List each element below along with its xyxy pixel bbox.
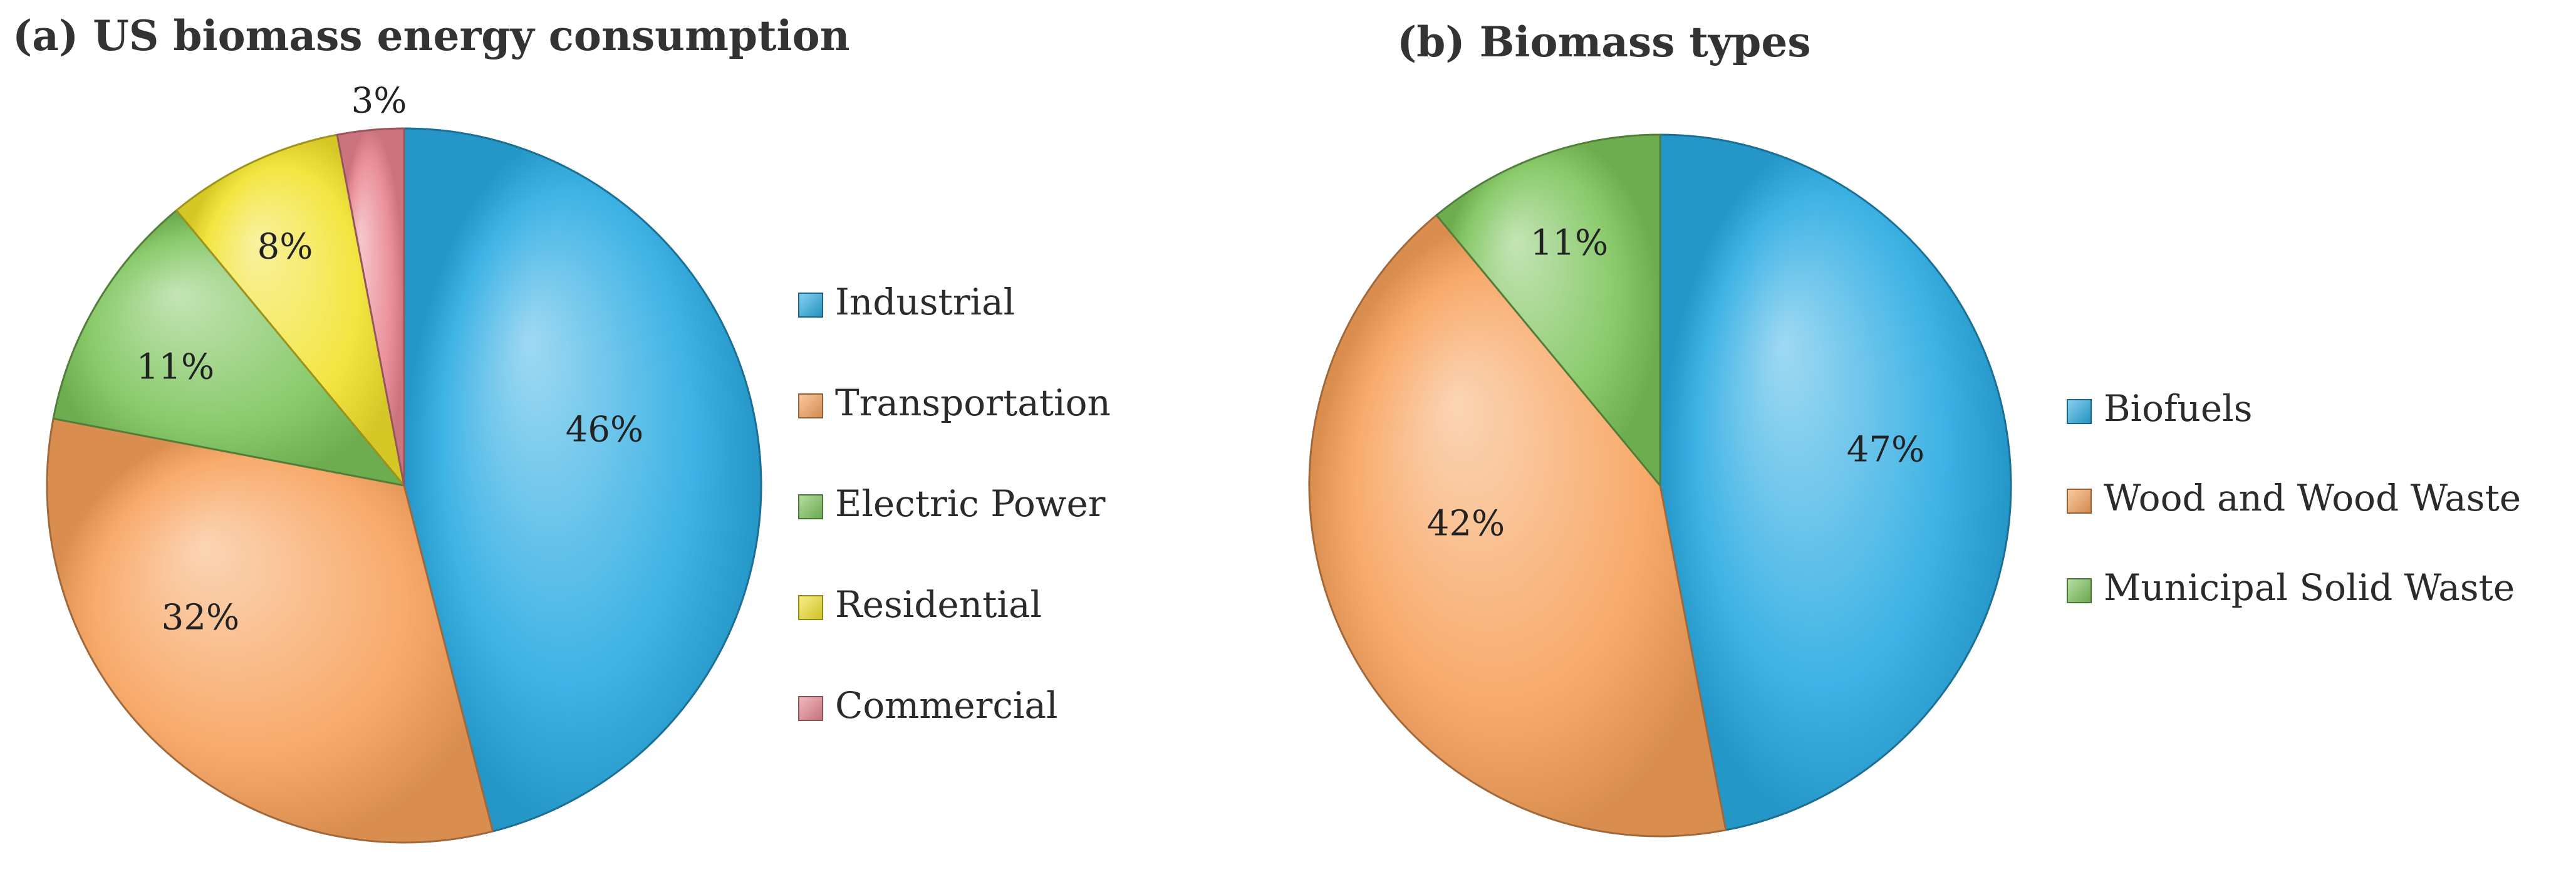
data-label-residential: 8% [257, 227, 313, 267]
data-label-municipal-solid-waste: 11% [1530, 223, 1608, 264]
legend-swatch-electric-power [798, 494, 823, 519]
legend-item-wood-and-wood-waste: Wood and Wood Waste [2067, 477, 2521, 519]
legend-swatch-industrial [798, 293, 823, 318]
legend-label-industrial: Industrial [835, 281, 1015, 323]
legend-item-industrial: Industrial [798, 281, 1015, 323]
legend-item-commercial: Commercial [798, 684, 1058, 727]
legend-item-municipal-solid-waste: Municipal Solid Waste [2067, 566, 2515, 609]
legend-swatch-municipal-solid-waste [2067, 578, 2092, 603]
pie-slice-wood-and-wood-waste [1308, 214, 1727, 838]
data-label-wood-and-wood-waste: 42% [1427, 504, 1505, 544]
pie-slice-transportation [46, 417, 494, 844]
legend-swatch-commercial [798, 696, 823, 721]
data-label-commercial: 3% [351, 81, 407, 122]
chart-a-consumption: (a) US biomass energy consumption 46% 32%… [13, 11, 1111, 844]
pie-slice-electric-power [52, 209, 405, 487]
data-label-electric-power: 11% [137, 347, 214, 388]
chart-a-pie: 46% 32% 11% 8% 3% [46, 81, 762, 844]
pie-slice-commercial [336, 127, 405, 487]
legend-label-residential: Residential [835, 583, 1042, 626]
legend-swatch-transportation [798, 393, 823, 418]
chart-a-title: (a) US biomass energy consumption [13, 11, 850, 60]
legend-label-biofuels: Biofuels [2104, 387, 2253, 430]
legend-swatch-wood-and-wood-waste [2067, 489, 2092, 514]
data-label-transportation: 32% [162, 598, 239, 638]
legend-swatch-biofuels [2067, 399, 2092, 424]
pie-slice-residential [175, 133, 405, 487]
data-label-industrial: 46% [566, 410, 643, 450]
chart-b-pie: 47% 42% 11% [1308, 133, 2012, 838]
data-label-biofuels: 47% [1847, 430, 1924, 470]
legend-label-electric-power: Electric Power [835, 482, 1106, 525]
legend-label-transportation: Transportation [835, 381, 1111, 424]
legend-item-transportation: Transportation [798, 381, 1111, 424]
legend-label-municipal-solid-waste: Municipal Solid Waste [2104, 566, 2515, 609]
pie-slice-biofuels [1659, 133, 2012, 831]
legend-swatch-residential [798, 595, 823, 620]
legend-item-biofuels: Biofuels [2067, 387, 2253, 430]
pie-slice-industrial [403, 127, 762, 833]
legend-label-wood-and-wood-waste: Wood and Wood Waste [2104, 477, 2521, 519]
chart-a-legend: Industrial Transportation Electric Power Re… [798, 281, 1111, 727]
pie-slice-municipal-solid-waste [1435, 133, 1661, 487]
legend-item-electric-power: Electric Power [798, 482, 1106, 525]
chart-b-title: (b) Biomass types [1397, 18, 1810, 66]
chart-b-legend: Biofuels Wood and Wood Waste Municipal Sol… [2067, 387, 2521, 609]
legend-label-commercial: Commercial [835, 684, 1058, 727]
legend-item-residential: Residential [798, 583, 1042, 626]
chart-b-biomass-types: (b) Biomass types 47% 42% 11% Biofuels Wood… [1308, 18, 2521, 838]
